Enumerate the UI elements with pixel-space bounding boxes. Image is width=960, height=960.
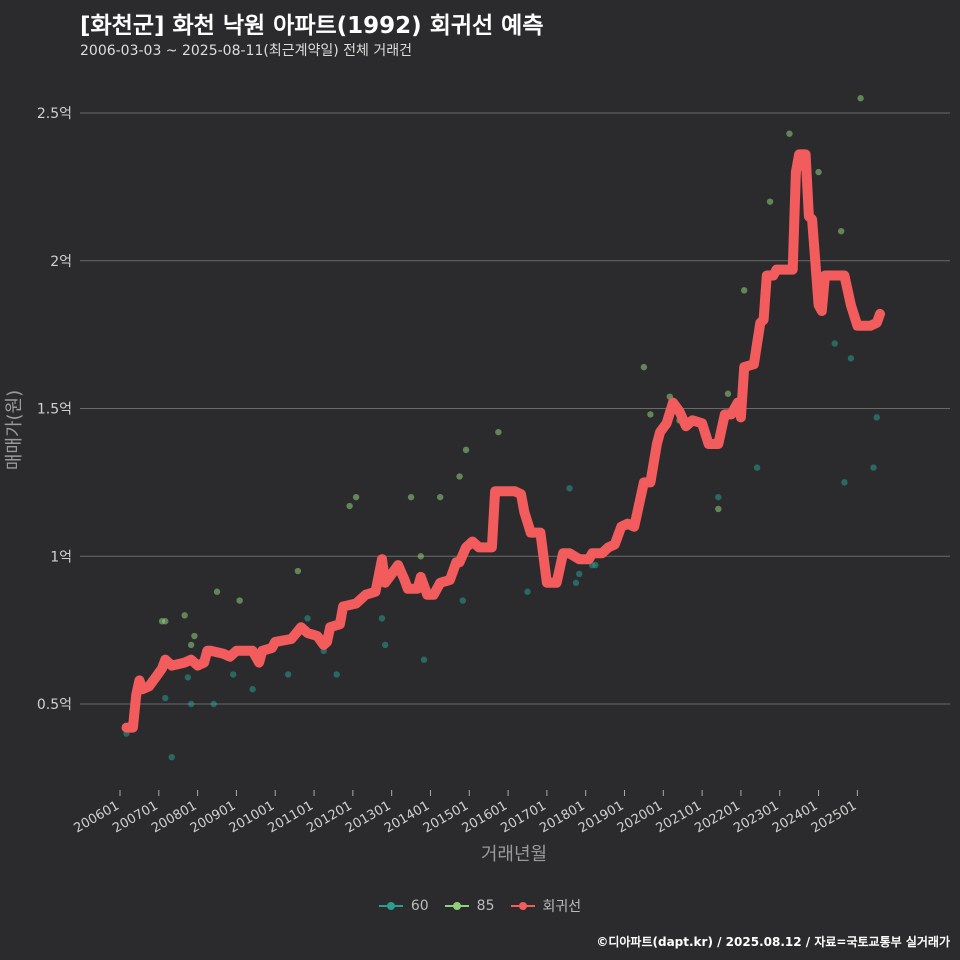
data-point-85 <box>162 618 169 625</box>
legend-key-60 <box>378 900 403 912</box>
data-point-60 <box>847 355 855 362</box>
regression-line <box>121 149 885 733</box>
data-point-85 <box>740 287 748 294</box>
data-point-60 <box>304 615 311 622</box>
legend-item-85: 85 <box>444 898 495 914</box>
data-point-85 <box>346 502 353 510</box>
data-point-60 <box>576 570 583 578</box>
data-point-85 <box>786 130 793 137</box>
chart-subtitle: 2006-03-03 ~ 2025-08-11(최근계약일) 전체 거래건 <box>80 43 412 59</box>
y-tick-label: 0.5억 <box>37 697 72 713</box>
y-tick-label: 2억 <box>50 254 72 270</box>
data-point-60 <box>210 700 217 708</box>
data-point-60 <box>715 493 722 501</box>
legend-label-85: 85 <box>476 898 495 914</box>
data-point-60 <box>184 674 192 681</box>
data-point-60 <box>831 340 838 347</box>
data-point-85 <box>187 641 195 649</box>
data-point-85 <box>456 473 463 480</box>
series-85-points <box>158 95 864 649</box>
data-point-60 <box>378 615 386 622</box>
data-point-60 <box>566 485 573 492</box>
data-point-60 <box>870 464 877 471</box>
data-point-85 <box>715 505 722 513</box>
data-point-85 <box>766 198 774 205</box>
data-point-85 <box>837 228 845 235</box>
chart-title: [화천군] 화천 낙원 아파트(1992) 회귀선 예측 <box>80 13 544 39</box>
data-point-85 <box>236 597 243 604</box>
data-point-85 <box>213 588 221 595</box>
y-axis-ticks: 0.5억 1억 1.5억 2억 2.5억 <box>37 106 72 713</box>
data-point-85 <box>724 390 732 397</box>
data-point-60 <box>249 686 256 693</box>
data-point-85 <box>436 493 444 501</box>
source-caption: ©디아파트(dapt.kr) / 2025.08.12 / 자료=국토교통부 실… <box>596 935 950 949</box>
x-tick-label: 202501 <box>809 798 859 836</box>
data-point-60 <box>381 641 389 649</box>
y-tick-label: 1억 <box>50 549 72 565</box>
x-axis-ticks: 2006012007012008012009012010012011012012… <box>72 790 859 836</box>
legend: 60 85 회귀선 <box>0 896 960 916</box>
series-60-points <box>123 340 880 761</box>
data-point-60 <box>572 579 580 587</box>
data-point-60 <box>524 588 531 595</box>
legend-key-regression <box>510 900 535 912</box>
grid-lines <box>80 112 950 705</box>
data-point-60 <box>284 671 292 678</box>
data-point-60 <box>753 464 761 471</box>
data-point-85 <box>462 446 470 454</box>
legend-label-60: 60 <box>410 898 429 914</box>
data-point-85 <box>647 411 654 418</box>
data-point-60 <box>459 597 467 604</box>
data-point-60 <box>420 656 428 663</box>
data-point-60 <box>333 671 340 678</box>
y-axis-label: 매매가(원) <box>4 390 25 470</box>
y-tick-label: 2.5억 <box>37 106 72 122</box>
data-point-85 <box>407 493 415 501</box>
data-point-85 <box>352 493 360 501</box>
data-point-60 <box>592 561 599 569</box>
x-axis-label: 거래년월 <box>481 844 547 865</box>
data-point-85 <box>815 168 822 176</box>
data-point-60 <box>841 479 848 486</box>
y-tick-label: 1.5억 <box>37 402 72 418</box>
data-point-60 <box>168 753 175 761</box>
data-point-85 <box>417 553 424 560</box>
data-point-60 <box>187 700 195 708</box>
data-point-85 <box>181 612 188 619</box>
legend-label-regression: 회귀선 <box>542 899 582 915</box>
legend-item-regression: 회귀선 <box>510 896 582 916</box>
legend-key-85 <box>444 900 469 912</box>
data-point-60 <box>873 414 880 421</box>
data-point-85 <box>640 363 648 371</box>
legend-item-60: 60 <box>378 898 429 914</box>
data-point-85 <box>857 95 864 102</box>
data-point-85 <box>294 567 302 575</box>
data-point-60 <box>162 694 169 702</box>
data-point-85 <box>191 632 198 640</box>
data-point-60 <box>229 671 237 678</box>
data-point-85 <box>495 428 502 436</box>
